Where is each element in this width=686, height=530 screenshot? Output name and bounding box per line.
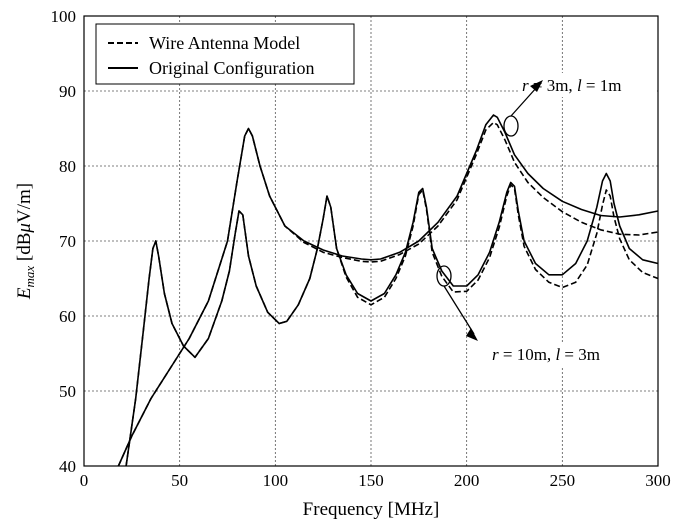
tick-labels: 0 50 100 150 200 250 300 40 50 60 70 80 90 100 (51, 7, 671, 490)
x-tick-label: 200 (454, 471, 480, 490)
legend: Wire Antenna Model Original Configuratio… (95, 23, 355, 85)
series-line-wire-antenna-r10m (125, 184, 659, 467)
y-tick-label: 90 (59, 82, 76, 101)
y-axis-label-unit-suffix: V/m] (14, 183, 35, 223)
annotation-3m-background (519, 73, 657, 97)
x-tick-label: 150 (358, 471, 384, 490)
y-axis-label-mu: μ (14, 223, 35, 234)
series-line-original-r10m (125, 172, 659, 467)
legend-label-original: Original Configuration (149, 58, 314, 78)
y-tick-label: 70 (59, 232, 76, 251)
plot-frame (83, 15, 659, 467)
annotation-r3m-l1m: r = 3m, l = 1m (522, 76, 621, 95)
x-axis-label: Frequency [MHz] (303, 499, 440, 520)
annotation-r10m-l3m: r = 10m, l = 3m (492, 345, 600, 364)
annotation-10m-background (488, 342, 643, 366)
y-tick-label: 60 (59, 307, 76, 326)
x-tick-label: 50 (171, 471, 188, 490)
series-line-wire-antenna-r3m (117, 121, 659, 467)
annotation-3m-arrow-line (510, 86, 538, 117)
x-tick-label: 100 (263, 471, 289, 490)
y-axis-label: Emax [dBμV/m] (14, 183, 37, 300)
x-tick-label: 0 (80, 471, 89, 490)
x-tick-label: 300 (645, 471, 671, 490)
y-axis-label-subscript: max (22, 266, 37, 288)
x-tick-label: 250 (550, 471, 576, 490)
y-tick-label: 50 (59, 382, 76, 401)
y-tick-label: 40 (59, 457, 76, 476)
y-tick-label: 80 (59, 157, 76, 176)
series-group (117, 114, 659, 467)
annotation-10m-arrow-line (443, 285, 475, 335)
annotation-3m-arrow-head (530, 80, 543, 92)
annotation-10m-arrow-head (466, 328, 478, 341)
grid-lines (84, 16, 658, 466)
y-tick-label: 100 (51, 7, 77, 26)
legend-label-wire-antenna: Wire Antenna Model (149, 33, 300, 53)
annotations: r = 3m, l = 1m r = 10m, l = 3m (436, 73, 657, 366)
y-axis-label-symbol: E (14, 287, 35, 300)
legend-box (95, 23, 355, 85)
y-axis-label-unit-prefix: [dB (14, 233, 35, 266)
